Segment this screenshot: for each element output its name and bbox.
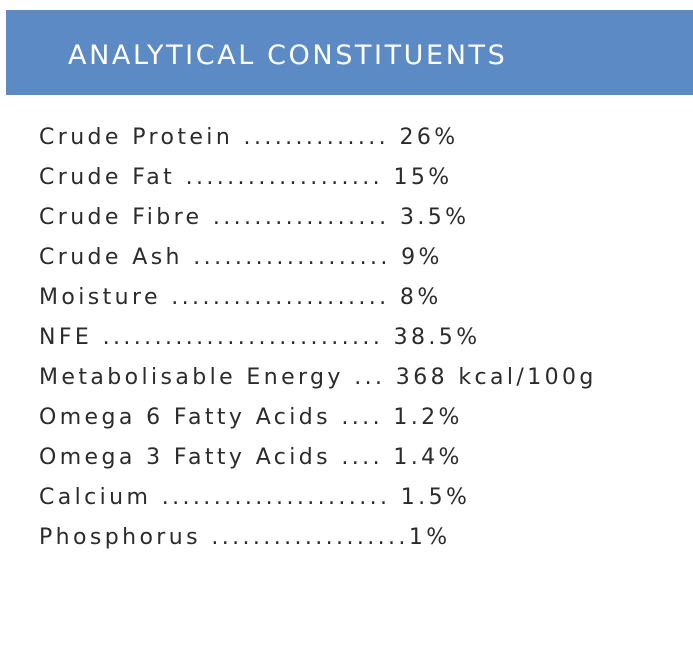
constituents-list: Crude Protein .............. 26% Crude F… xyxy=(39,118,597,558)
constituent-nfe: NFE ........................... 38.5% xyxy=(39,325,481,350)
constituent-omega-3: Omega 3 Fatty Acids .... 1.4% xyxy=(39,445,463,470)
constituent-crude-ash: Crude Ash ................... 9% xyxy=(39,245,443,270)
constituent-calcium: Calcium ...................... 1.5% xyxy=(39,485,471,510)
section-title: ANALYTICAL CONSTITUENTS xyxy=(68,40,508,71)
constituent-omega-6: Omega 6 Fatty Acids .... 1.2% xyxy=(39,405,463,430)
section-header: ANALYTICAL CONSTITUENTS xyxy=(6,10,693,95)
constituent-crude-fibre: Crude Fibre ................. 3.5% xyxy=(39,205,470,230)
constituent-metabolisable-energy: Metabolisable Energy ... 368 kcal/100g xyxy=(39,365,597,390)
constituent-moisture: Moisture ..................... 8% xyxy=(39,285,442,310)
constituent-phosphorus: Phosphorus ...................1% xyxy=(39,525,451,550)
constituent-crude-protein: Crude Protein .............. 26% xyxy=(39,125,459,150)
constituent-crude-fat: Crude Fat ................... 15% xyxy=(39,165,453,190)
